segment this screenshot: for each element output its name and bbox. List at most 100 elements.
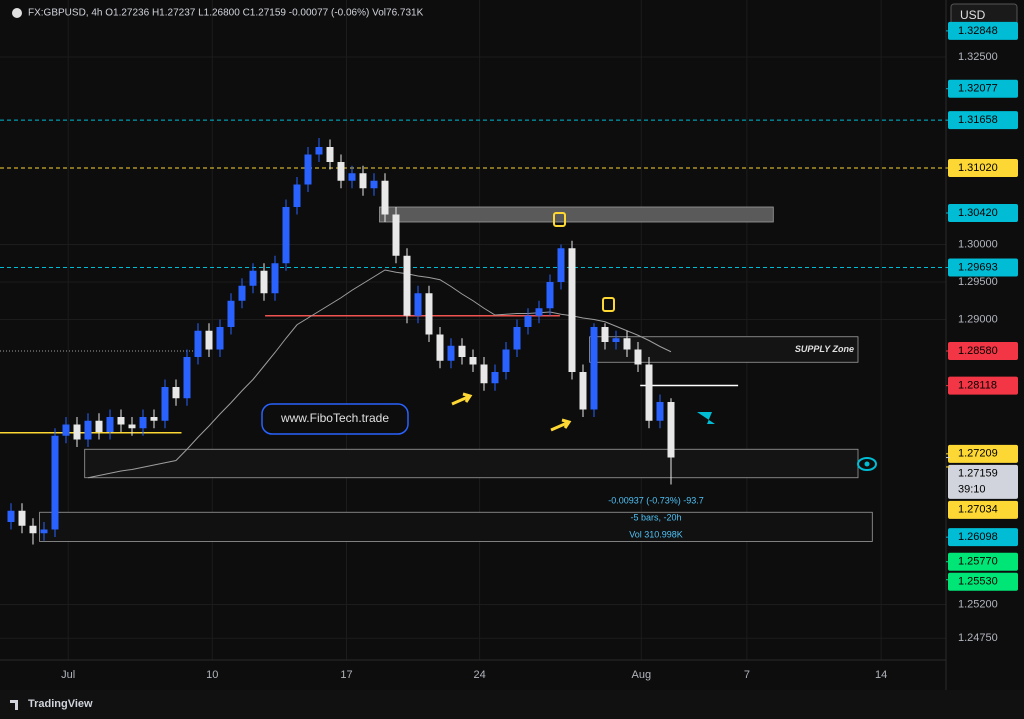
price-badge [948, 111, 1018, 130]
arrow-annotation [451, 392, 473, 406]
candle-body [524, 315, 532, 327]
price-badge [948, 79, 1018, 98]
candle-body [590, 327, 598, 410]
candle-body [535, 308, 543, 316]
candle-body [392, 214, 400, 256]
price-badge-label: 1.31020 [958, 162, 998, 174]
price-badge [948, 444, 1018, 463]
watermark-text[interactable]: www.FiboTech.trade [280, 411, 389, 425]
candle-body [447, 345, 455, 361]
footer [0, 690, 1024, 719]
candle-body [601, 327, 609, 342]
x-tick-label: 17 [340, 669, 352, 681]
zone [379, 206, 774, 223]
price-badge [948, 572, 1018, 591]
zone [39, 511, 873, 542]
arrow-annotation [550, 418, 572, 432]
candle-body [480, 364, 488, 384]
candle-body [612, 338, 620, 342]
currency-button-text[interactable]: USD [960, 8, 986, 22]
candle-body [645, 364, 653, 421]
candle-body [238, 285, 246, 301]
watermark-box[interactable] [261, 403, 409, 435]
y-tick-label: 1.25200 [958, 598, 998, 610]
candle-body [623, 338, 631, 350]
candle-body [227, 300, 235, 327]
y-tick-label: 1.30000 [958, 238, 998, 250]
measurement-text: Vol 310.998K [629, 529, 683, 539]
price-badge-label: 1.27034 [958, 504, 998, 516]
candle-body [403, 255, 411, 316]
candle-body [18, 510, 26, 526]
watermark[interactable]: www.FiboTech.trade [261, 403, 409, 435]
candle-body [172, 387, 180, 399]
price-badge [948, 258, 1018, 277]
hand-icon [602, 297, 615, 312]
candle-body [513, 327, 521, 350]
candle-body [40, 529, 48, 534]
candle-body [161, 387, 169, 421]
candle-body [370, 180, 378, 189]
candle-body [271, 263, 279, 294]
candle-body [557, 248, 565, 282]
candle-body [84, 420, 92, 440]
price-badge [948, 500, 1018, 519]
price-badge-label: 1.25530 [958, 576, 998, 588]
x-tick-label: Aug [632, 669, 652, 681]
candle-body [579, 372, 587, 410]
price-badge-label: 1.26098 [958, 531, 998, 543]
y-tick-label: 1.29500 [958, 276, 998, 288]
zone [84, 448, 859, 479]
candle-body [260, 270, 268, 294]
candle-body [282, 207, 290, 264]
zone-label: SUPPLY Zone [795, 344, 854, 354]
x-tick-label: 24 [473, 669, 485, 681]
price-badge [948, 552, 1018, 571]
y-tick-label: 1.29000 [958, 313, 998, 325]
price-badge [948, 159, 1018, 177]
price-badge-label: 1.31658 [958, 114, 998, 126]
candle-body [73, 424, 81, 440]
price-badge [948, 464, 1018, 499]
candle-body [359, 173, 367, 189]
candle-body [469, 357, 477, 365]
price-badge-label: 1.28580 [958, 345, 998, 357]
measurement-text: -0.00937 (-0.73%) -93.7 [608, 495, 704, 505]
cursor-annotation [697, 412, 715, 424]
price-badge-label: 1.29693 [958, 261, 998, 273]
price-badge-label: 1.30420 [958, 207, 998, 219]
candle-body [29, 525, 37, 534]
candle-body [51, 435, 59, 530]
zone [589, 336, 859, 363]
candle-body [106, 417, 114, 432]
candle-body [414, 293, 422, 316]
y-tick-label: 1.32500 [958, 51, 998, 63]
candle-body [381, 180, 389, 215]
measurement-text: -5 bars, -20h [630, 512, 681, 522]
candle-body [425, 293, 433, 335]
candle-body [194, 330, 202, 357]
candle-body [117, 417, 125, 425]
candle-body [7, 510, 15, 522]
candle-body [293, 184, 301, 207]
price-badge-label: 1.27209 [958, 448, 998, 460]
candle-body [546, 282, 554, 309]
candle-body [326, 147, 334, 162]
candle-body [150, 417, 158, 421]
eye-icon[interactable] [857, 457, 877, 471]
header: FX:GBPUSD, 4h O1.27236 H1.27237 L1.26800… [28, 8, 424, 19]
price-badge-label: 1.32077 [958, 83, 998, 95]
candle-body [315, 147, 323, 155]
candle-body [183, 357, 191, 399]
price-badge [948, 528, 1018, 547]
visibility-toggle[interactable] [857, 457, 877, 471]
candle-body [568, 248, 576, 372]
price-badge [948, 376, 1018, 395]
eye-pupil[interactable] [864, 461, 870, 467]
hand-icon [553, 212, 566, 227]
price-badge-label: 1.27159 [958, 468, 998, 480]
price-badge [948, 21, 1018, 40]
price-badge-label: 1.32848 [958, 25, 998, 37]
